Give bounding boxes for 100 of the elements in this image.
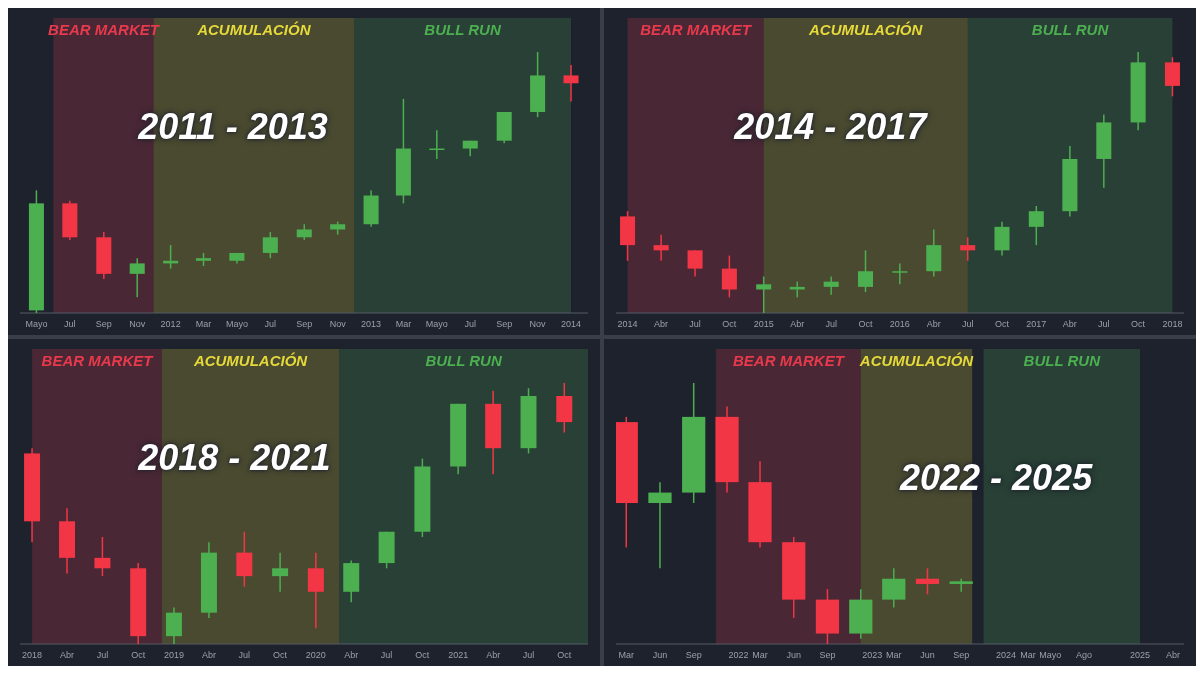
band-label: BULL RUN	[1023, 351, 1102, 369]
x-tick-label: Jul	[1098, 319, 1110, 330]
x-tick-label: Oct	[557, 650, 572, 661]
x-tick-label: Abr	[1166, 650, 1181, 661]
x-tick-label: 2018	[22, 650, 43, 661]
x-tick-label: Oct	[858, 319, 873, 330]
candlestick	[236, 530, 253, 588]
candlestick	[756, 275, 772, 313]
band-label: BULL RUN	[424, 20, 502, 38]
candlestick	[262, 231, 278, 259]
x-tick-label: Oct	[722, 319, 737, 330]
x-tick-label: Jul	[689, 319, 701, 330]
candlestick	[892, 262, 908, 286]
x-tick-label: Sep	[953, 650, 970, 661]
x-tick-label: 2020	[305, 650, 326, 661]
x-tick-label: 2012	[160, 319, 181, 330]
x-tick-label: Abr	[790, 319, 805, 330]
band-label: BULL RUN	[1031, 20, 1110, 38]
x-tick-label: Jul	[825, 319, 837, 330]
x-tick-label: Abr	[344, 650, 359, 661]
x-tick-label: Sep	[496, 319, 513, 330]
band-label: BEAR MARKET	[640, 20, 753, 38]
x-tick-label: Abr	[654, 319, 669, 330]
x-tick-label: Jul	[961, 319, 974, 330]
x-tick-label: Mar	[395, 319, 412, 330]
candlestick	[687, 249, 703, 278]
x-tick-label: Jul	[264, 319, 277, 330]
x-tick-label: Oct	[1131, 319, 1146, 330]
x-tick-label: Abr	[1062, 319, 1077, 330]
x-tick-label: Jul	[96, 650, 109, 661]
x-tick-label: Mar	[195, 319, 212, 330]
band-label: ACUMULACIÓN	[858, 351, 975, 369]
x-tick-label: Abr	[201, 650, 216, 661]
candlestick	[994, 220, 1010, 257]
text: 2018 - 2021	[138, 437, 331, 480]
text: 2011 - 2013	[138, 106, 328, 149]
x-tick-label: Oct	[994, 319, 1010, 330]
x-tick-label: 2018	[1162, 319, 1183, 330]
candlestick	[949, 577, 973, 593]
x-tick-label: 2023	[862, 650, 883, 661]
x-tick-label: 2021	[448, 650, 469, 661]
candlestick	[882, 567, 906, 609]
x-tick-label: Mar	[1020, 650, 1036, 661]
x-tick-label: Sep	[296, 319, 313, 330]
band-label: ACUMULACIÓN	[808, 20, 924, 38]
x-tick-label: Jun	[786, 650, 801, 661]
x-tick-label: Oct	[273, 650, 288, 661]
x-tick-label: 2014	[561, 319, 582, 330]
candlestick	[721, 254, 737, 299]
x-tick-label: Mar	[618, 650, 635, 661]
candlestick	[960, 236, 976, 262]
x-tick-label: Mayo	[225, 319, 248, 330]
candlestick	[823, 275, 839, 296]
band-label: ACUMULACIÓN	[192, 351, 309, 369]
x-tick-label: 2015	[753, 319, 774, 330]
x-tick-label: Oct	[415, 650, 430, 661]
candlestick	[165, 606, 182, 644]
band-label: BEAR MARKET	[732, 351, 846, 369]
x-tick-label: 2017	[1026, 319, 1047, 330]
x-tick-label: Mayo	[425, 319, 448, 330]
candlestick	[272, 551, 289, 593]
candlestick	[1164, 56, 1180, 98]
text: 2022 - 2025	[900, 456, 1093, 499]
x-tick-label: Mar	[752, 650, 768, 661]
x-tick-label: Oct	[131, 650, 146, 661]
x-tick-label: Sep	[819, 650, 836, 661]
x-tick-label: 2013	[361, 319, 382, 330]
band-label: ACUMULACIÓN	[196, 20, 312, 38]
x-tick-label: Jun	[920, 650, 935, 661]
x-tick-label: Jul	[380, 650, 393, 661]
x-tick-label: Jul	[522, 650, 535, 661]
x-tick-label: Nov	[329, 319, 347, 330]
band-label: BULL RUN	[425, 351, 503, 369]
x-tick-label: Jun	[652, 650, 668, 661]
band-label: BEAR MARKET	[41, 351, 155, 369]
x-tick-label: 2019	[163, 650, 184, 661]
candlestick	[857, 249, 874, 293]
candlestick	[915, 567, 940, 596]
candlestick	[653, 233, 669, 262]
candlestick	[94, 536, 111, 577]
x-tick-label: Abr	[60, 650, 75, 661]
x-tick-label: Jul	[64, 319, 76, 330]
x-tick-label: Abr	[926, 319, 941, 330]
x-tick-label: Nov	[129, 319, 146, 330]
x-tick-label: 2014	[617, 319, 638, 330]
x-tick-label: Jul	[238, 650, 251, 661]
x-tick-label: Ago	[1075, 650, 1092, 661]
x-tick-label: 2025	[1130, 650, 1151, 661]
x-tick-label: 2016	[889, 319, 910, 330]
x-tick-label: Sep	[685, 650, 702, 661]
candlestick	[648, 481, 672, 570]
x-tick-label: Sep	[95, 319, 112, 330]
candlestick	[563, 64, 579, 103]
x-tick-label: Abr	[486, 650, 501, 661]
x-tick-label: Mar	[886, 650, 902, 661]
x-tick-label: Nov	[529, 319, 547, 330]
candlestick	[129, 257, 145, 299]
text: 2014 - 2017	[734, 106, 927, 149]
candlestick	[1028, 205, 1044, 246]
candlestick	[307, 551, 324, 630]
